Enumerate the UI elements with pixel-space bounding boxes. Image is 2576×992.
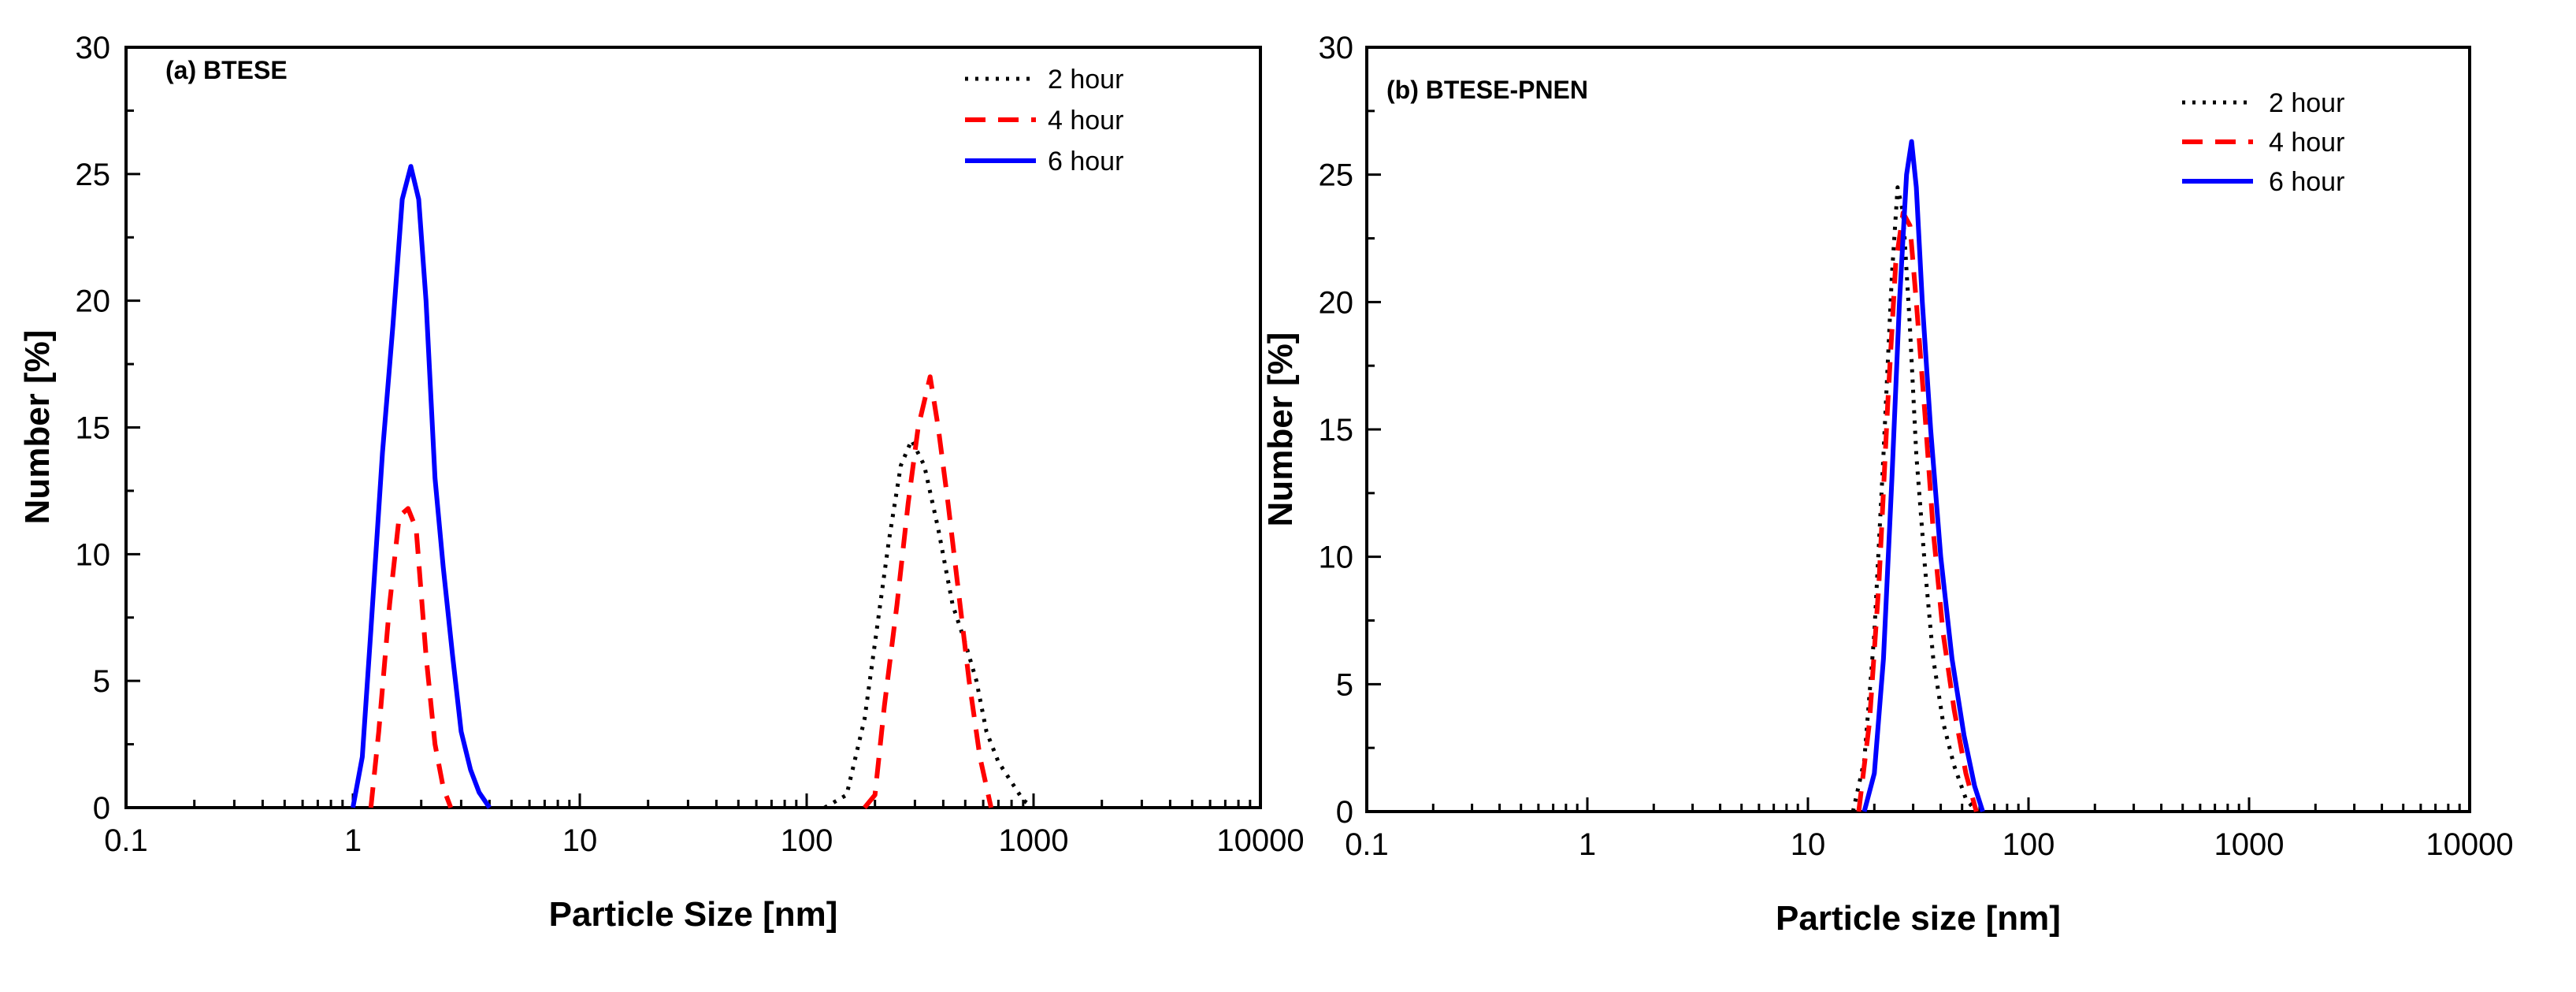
y-tick-label: 30 [1319, 31, 1354, 65]
panel-b-btese-pnen: (b) BTESE-PNEN 0 5 10 15 20 25 30 0.1 1 … [1261, 31, 2514, 938]
y-tick-label: 5 [1336, 667, 1353, 702]
x-tick-label: 10000 [1216, 823, 1304, 858]
x-tick-label: 10 [1791, 827, 1826, 862]
x-tick-label: 100 [2003, 827, 2055, 862]
x-tick-label: 1000 [999, 823, 1069, 858]
y-tick-labels: 0 5 10 15 20 25 30 [1319, 31, 1354, 830]
y-tick-label: 15 [1319, 413, 1354, 448]
x-tick-label: 10000 [2426, 827, 2513, 862]
legend-label-2-hour: 2 hour [1048, 65, 1123, 95]
y-axis-label: Number [%] [18, 330, 57, 525]
x-tick-labels: 0.1 1 10 100 1000 10000 [104, 823, 1304, 858]
panel-a-btese: (a) BTESE 0 5 10 15 20 25 30 0.1 1 10 10… [18, 31, 1305, 934]
legend-label-2-hour: 2 hour [2269, 88, 2344, 118]
legend: 2 hour 4 hour 6 hour [965, 65, 1123, 176]
x-tick-label: 0.1 [104, 823, 148, 858]
y-tick-label: 10 [76, 537, 111, 572]
legend: 2 hour 4 hour 6 hour [2182, 88, 2344, 197]
data-series [351, 164, 1035, 810]
x-tick-label: 0.1 [1345, 827, 1389, 862]
x-tick-label: 1 [344, 823, 362, 858]
axis-ticks [1365, 46, 2471, 813]
y-tick-label: 5 [93, 664, 110, 699]
x-tick-label: 1000 [2214, 827, 2285, 862]
legend-label-4-hour: 4 hour [1048, 106, 1123, 136]
panel-label: (b) BTESE-PNEN [1386, 76, 1588, 104]
legend-label-4-hour: 4 hour [2269, 128, 2344, 158]
series-line-6-hour [351, 164, 492, 809]
x-axis-label: Particle size [nm] [1776, 899, 2061, 938]
data-series [1850, 139, 1985, 813]
legend-label-6-hour: 6 hour [2269, 167, 2344, 197]
y-tick-label: 20 [76, 284, 111, 319]
legend-label-6-hour: 6 hour [1048, 147, 1123, 176]
series-line-2-hour [823, 438, 1035, 810]
y-tick-labels: 0 5 10 15 20 25 30 [76, 31, 111, 826]
series-line-4-hour [368, 374, 994, 809]
y-tick-label: 30 [76, 31, 111, 65]
y-tick-label: 20 [1319, 285, 1354, 320]
plot-frame [1365, 46, 2471, 813]
y-tick-label: 10 [1319, 541, 1354, 575]
x-tick-label: 1 [1579, 827, 1596, 862]
panel-label: (a) BTESE [165, 56, 288, 84]
series-line-6-hour [1861, 139, 1985, 812]
y-tick-label: 25 [76, 158, 111, 192]
y-axis-label: Number [%] [1261, 333, 1300, 527]
x-axis-label: Particle Size [nm] [549, 895, 838, 934]
x-tick-label: 100 [781, 823, 833, 858]
y-tick-label: 25 [1319, 158, 1354, 193]
y-tick-label: 15 [76, 411, 111, 446]
y-tick-label: 0 [1336, 795, 1353, 830]
x-tick-label: 10 [562, 823, 598, 858]
y-tick-label: 0 [93, 791, 110, 826]
x-tick-labels: 0.1 1 10 100 1000 10000 [1345, 827, 2513, 862]
